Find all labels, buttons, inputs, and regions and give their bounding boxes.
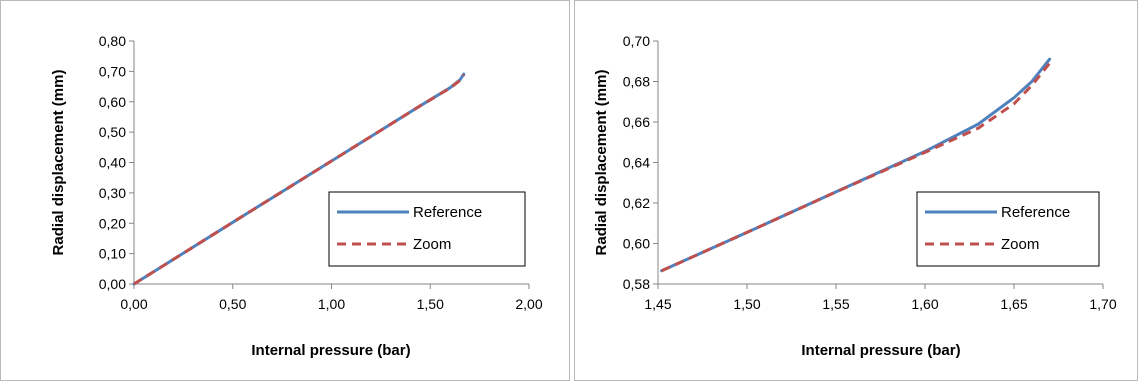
chart-0-x-tick-label: 0,50 — [219, 296, 246, 312]
chart-panel-right: 0,58 0,60 0,62 0,64 0,66 0,68 0,70 1,45 1,50 1,55… — [574, 0, 1138, 381]
chart-0-y-tick-label: 0,50 — [99, 124, 126, 140]
chart-1-legend-label-reference: Reference — [1001, 204, 1070, 221]
chart-0-x-axis-title: Internal pressure (bar) — [251, 342, 410, 359]
chart-1-y-tick-label: 0,62 — [623, 195, 650, 211]
chart-0-legend-label-zoom: Zoom — [413, 236, 451, 253]
chart-1-x-tick-label: 1,50 — [733, 296, 760, 312]
chart-panel-left: 0,00 0,10 0,20 0,30 0,40 0,50 0,60 0,70 0,80 0,00… — [0, 0, 570, 381]
chart-1-y-tick-label: 0,64 — [623, 155, 650, 171]
chart-1-x-tick-label: 1,45 — [644, 296, 671, 312]
chart-1-y-tick-label: 0,68 — [623, 74, 650, 90]
chart-1-x-tick-label: 1,55 — [822, 296, 849, 312]
chart-1-legend-label-zoom: Zoom — [1001, 236, 1039, 253]
chart-1-y-axis-title: Radial displacement (mm) — [593, 70, 610, 256]
chart-1-y-tick-label: 0,70 — [623, 33, 650, 49]
chart-0-y-tick-label: 0,60 — [99, 94, 126, 110]
chart-0-legend — [328, 191, 526, 267]
chart-0-y-tick-label: 0,30 — [99, 185, 126, 201]
chart-0-x-tick-label: 1,50 — [417, 296, 444, 312]
chart-0-x-tick-label: 0,00 — [120, 296, 147, 312]
chart-1-x-tick-label: 1,65 — [1000, 296, 1027, 312]
chart-0-x-tick-label: 1,00 — [318, 296, 345, 312]
chart-1-y-tick-label: 0,58 — [623, 276, 650, 292]
chart-0-x-tick-label: 2,00 — [515, 296, 542, 312]
chart-0-y-axis-title: Radial displacement (mm) — [50, 70, 67, 256]
chart-1-y-tick-label: 0,60 — [623, 236, 650, 252]
chart-0-y-tick-label: 0,00 — [99, 276, 126, 292]
chart-1-x-tick-label: 1,60 — [911, 296, 938, 312]
chart-0-legend-label-reference: Reference — [413, 204, 482, 221]
chart-1-x-tick-label: 1,70 — [1089, 296, 1116, 312]
chart-0-y-tick-label: 0,10 — [99, 246, 126, 262]
chart-0-y-tick-label: 0,80 — [99, 33, 126, 49]
chart-1-y-tick-label: 0,66 — [623, 114, 650, 130]
chart-1-x-axis-title: Internal pressure (bar) — [801, 342, 960, 359]
chart-0-y-tick-label: 0,20 — [99, 215, 126, 231]
chart-1-legend — [916, 191, 1100, 267]
chart-left: 0,00 0,10 0,20 0,30 0,40 0,50 0,60 0,70 0,80 0,00… — [50, 33, 543, 359]
chart-1-series-zoom-line — [660, 62, 1051, 273]
chart-right: 0,58 0,60 0,62 0,64 0,66 0,68 0,70 1,45 1,50 1,55… — [593, 33, 1117, 359]
chart-0-y-tick-label: 0,70 — [99, 63, 126, 79]
chart-0-y-tick-label: 0,40 — [99, 155, 126, 171]
chart-0-series-zoom-line — [133, 73, 466, 286]
